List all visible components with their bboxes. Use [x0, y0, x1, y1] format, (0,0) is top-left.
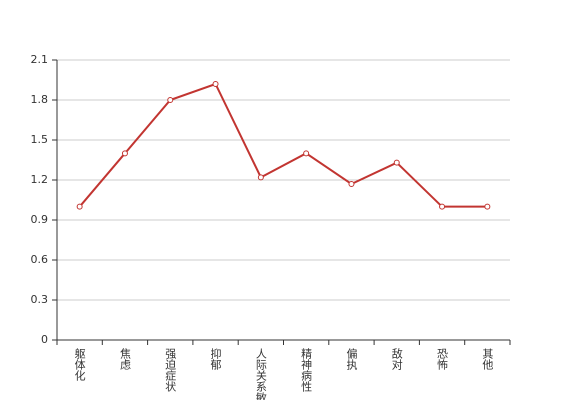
point: [484, 203, 491, 210]
x-tick-label: 敌对: [390, 347, 403, 370]
y-tick-label: 1.2: [31, 173, 49, 186]
x-tick-label: 人际关系敏感: [254, 348, 267, 400]
point: [121, 150, 128, 157]
line: [78, 82, 488, 208]
x-tick-label: 精神病性: [300, 348, 313, 393]
point: [257, 174, 264, 181]
y-tick-label: 0: [41, 333, 48, 346]
point: [439, 203, 446, 210]
y-tick-label: 0.9: [31, 213, 49, 226]
y-tick-label: 1.5: [31, 133, 49, 146]
point: [76, 203, 83, 210]
x-tick-label: 强迫症状: [164, 348, 177, 392]
x-tick-label: 焦虑: [118, 348, 131, 370]
point: [212, 81, 219, 87]
y-tick-label: 1.8: [31, 93, 49, 106]
point: [348, 181, 355, 187]
y-tick-label: 0.6: [31, 253, 49, 266]
x-tick-label: 抑郁: [209, 347, 222, 370]
y-tick-label: 2.1: [31, 53, 49, 66]
x-tick-label: 恐怖: [436, 348, 449, 370]
point: [167, 97, 174, 103]
x-tick-label: 其他: [481, 348, 494, 370]
point: [393, 159, 400, 166]
y-tick-label: 0.3: [31, 293, 49, 306]
x-tick-label: 躯体化: [73, 348, 86, 382]
x-tick-label: 偏执: [345, 347, 358, 371]
point: [303, 150, 310, 157]
